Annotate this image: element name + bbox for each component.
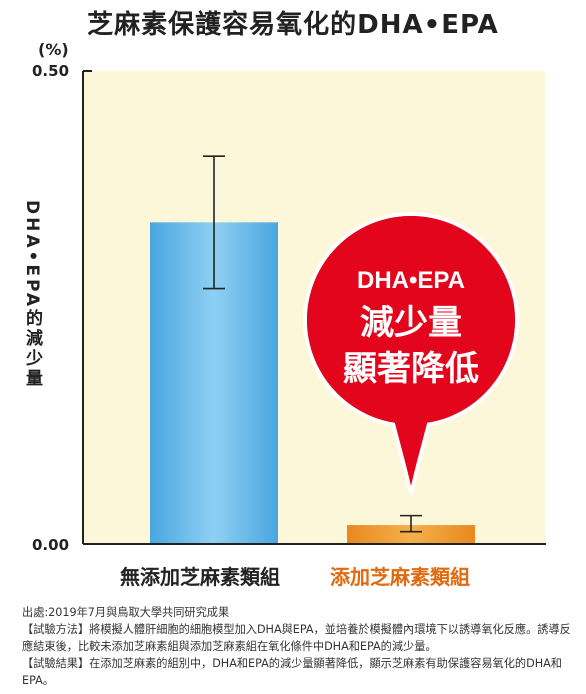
callout-line2: 減少量 xyxy=(360,303,462,343)
bar-sesamin xyxy=(347,525,475,544)
y-unit-label: (%) xyxy=(38,40,69,59)
footnote-source: 出處:2019年7月與鳥取大學共同研究成果 xyxy=(22,606,230,619)
error-bar-no-sesamin xyxy=(203,155,225,290)
y-tick-max: 0.50 xyxy=(32,62,70,80)
footnote: 出處:2019年7月與鳥取大學共同研究成果 【試驗方法】將模擬人體肝細胞的細胞模… xyxy=(22,604,574,689)
callout-line1: DHA•EPA xyxy=(357,267,465,294)
footnote-result: 【試驗結果】在添加芝麻素的組別中，DHA和EPA的減少量顯著降低，顯示芝麻素有助… xyxy=(22,657,562,687)
chart-title: 芝麻素保護容易氧化的DHA•EPA xyxy=(87,10,499,40)
category-label-sesamin: 添加芝麻素類組 xyxy=(330,565,470,589)
y-tick-min: 0.00 xyxy=(32,536,70,554)
callout-bubble: DHA•EPA 減少量 顯著降低 xyxy=(303,212,519,494)
callout-line3: 顯著降低 xyxy=(343,349,479,389)
error-bar-sesamin xyxy=(400,514,422,533)
category-label-no-sesamin: 無添加芝麻素類組 xyxy=(120,565,280,589)
bar-chart: DHA•EPA 減少量 顯著降低 xyxy=(82,70,546,545)
footnote-method: 【試驗方法】將模擬人體肝細胞的細胞模型加入DHA與EPA，並培養於模擬體內環境下… xyxy=(22,623,571,653)
y-axis-label: DHA•EPA的減少量 xyxy=(22,200,42,390)
